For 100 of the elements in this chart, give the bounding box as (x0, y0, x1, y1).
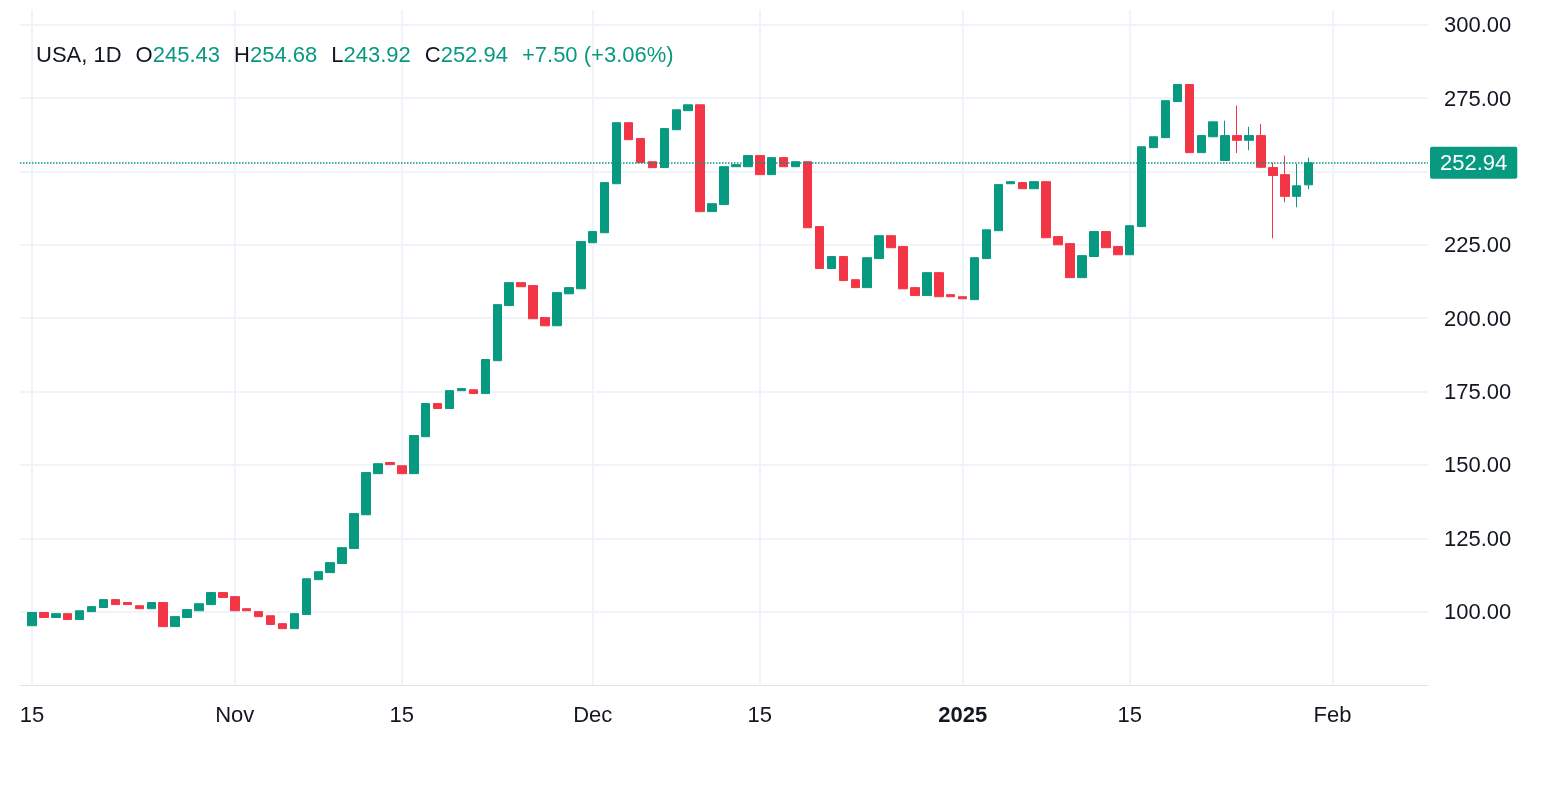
annotation: H254.68 (234, 42, 318, 67)
candlestick (624, 122, 633, 141)
ref-line-label: 252.94 (1440, 150, 1508, 176)
candlestick (147, 602, 156, 610)
candlestick (504, 282, 514, 307)
annotation: +7.50 (+3.06%) (521, 42, 674, 67)
candlestick (1065, 243, 1075, 279)
candlestick (314, 571, 323, 581)
candlestick (194, 603, 204, 612)
candlestick (123, 602, 132, 606)
candlestick (206, 592, 216, 606)
candlestick (683, 104, 693, 112)
candlestick (218, 592, 228, 599)
candlestick (290, 613, 299, 630)
candlestick (445, 390, 454, 410)
candlestick (158, 602, 168, 628)
candlestick (1089, 231, 1099, 258)
candlestick (839, 256, 848, 282)
candlestick (958, 296, 967, 300)
x-tick-label: 15 (747, 701, 773, 727)
x-tick-label: Nov (215, 701, 255, 727)
candlestick (349, 513, 359, 550)
candlestick (325, 562, 335, 574)
candlestick (600, 182, 609, 234)
candlestick (516, 282, 526, 288)
candlestick (409, 435, 419, 475)
candlestick (695, 104, 705, 213)
candlestick (528, 285, 538, 320)
annotation: O245.43 (135, 42, 221, 67)
candlestick (302, 578, 311, 616)
candlestick (1077, 255, 1087, 279)
candlestick (636, 138, 645, 164)
candlestick (361, 472, 371, 516)
candlestick (922, 272, 932, 297)
candlestick (170, 616, 180, 628)
y-tick-label: 100.00 (1444, 599, 1512, 625)
candlestick (75, 610, 84, 621)
x-tick-label: 15 (1117, 701, 1142, 727)
candlestick (1256, 123, 1266, 168)
candlestick (1208, 121, 1218, 138)
candlestick (39, 612, 49, 618)
candlestick (552, 292, 562, 327)
candlestick (1185, 84, 1194, 154)
candlestick (803, 161, 812, 229)
candlestick (1006, 181, 1015, 185)
x-tick-label: Dec (573, 701, 613, 727)
x-tick-label: 2025 (938, 701, 988, 727)
x-tick-label: 15 (389, 701, 415, 727)
y-tick-label: 275.00 (1444, 85, 1512, 111)
candlestick (755, 155, 765, 176)
annotation: C252.94 (424, 42, 508, 67)
y-tick-label: 150.00 (1444, 452, 1512, 478)
candlestick (51, 613, 61, 618)
candlestick (1173, 84, 1182, 103)
candlestick (63, 613, 72, 621)
candlestick (99, 599, 108, 609)
candlestick (1041, 181, 1051, 239)
x-tick-label: 15 (19, 701, 45, 727)
candlestick (576, 241, 586, 290)
x-tick-label: Feb (1313, 701, 1352, 727)
candlestick (1018, 182, 1027, 190)
candlestick (1029, 181, 1039, 190)
candlestick (1053, 236, 1063, 246)
y-tick-label: 225.00 (1444, 232, 1512, 258)
candlestick (719, 166, 729, 206)
candlestick (421, 403, 430, 438)
candlestick (254, 611, 263, 618)
candlestick (1161, 100, 1170, 139)
candlestick (27, 612, 37, 627)
candlestick (373, 463, 383, 475)
candlestick (707, 203, 717, 213)
candlestick (337, 547, 347, 564)
candlestick (827, 256, 836, 270)
candlestick (910, 287, 920, 297)
candlestick (862, 257, 872, 289)
candlestick (982, 229, 991, 260)
candlestick (588, 231, 597, 244)
candlestick (564, 287, 574, 295)
candlestick (111, 599, 120, 606)
candlestick (1280, 155, 1290, 203)
candlestick (481, 359, 490, 395)
candlestick (493, 304, 502, 362)
candlestick (1125, 225, 1134, 256)
candlestick (1244, 126, 1254, 151)
candlestick (672, 109, 681, 131)
candlestick (278, 623, 287, 630)
candlestick (433, 403, 442, 410)
y-tick-label: 200.00 (1444, 305, 1512, 331)
candlestick (851, 279, 860, 289)
candlestick (540, 317, 550, 327)
y-tick-label: 300.00 (1444, 12, 1512, 38)
candlestick (1113, 246, 1123, 256)
text: USA, 1D (36, 42, 122, 67)
candlestick (886, 235, 896, 249)
candlestick (242, 608, 251, 612)
candlestick (946, 294, 955, 298)
candlestick (469, 389, 478, 395)
candlestick (397, 465, 407, 475)
annotation: L243.92 (331, 42, 411, 67)
candlestick (385, 462, 395, 466)
